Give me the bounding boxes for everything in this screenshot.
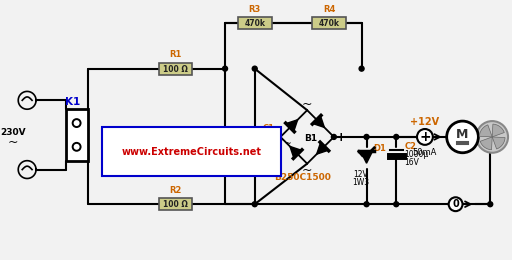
Circle shape: [394, 134, 399, 139]
FancyBboxPatch shape: [238, 17, 271, 29]
FancyBboxPatch shape: [159, 63, 193, 75]
FancyBboxPatch shape: [312, 17, 346, 29]
Text: 100 Ω: 100 Ω: [163, 200, 188, 209]
Text: C1: C1: [263, 124, 274, 133]
Text: M: M: [456, 128, 468, 141]
Text: 230V: 230V: [1, 128, 26, 138]
Circle shape: [449, 197, 462, 211]
Text: 470k: 470k: [244, 19, 265, 28]
Text: 1W3: 1W3: [352, 178, 369, 187]
Circle shape: [252, 202, 257, 207]
Polygon shape: [492, 124, 504, 137]
Circle shape: [73, 143, 80, 151]
Text: 16V: 16V: [404, 158, 419, 167]
Text: ~: ~: [8, 136, 18, 149]
Polygon shape: [360, 151, 372, 163]
Polygon shape: [479, 125, 492, 137]
Text: K1: K1: [65, 97, 80, 107]
Text: www.ExtremeCircuits.net: www.ExtremeCircuits.net: [121, 147, 262, 157]
Circle shape: [417, 129, 433, 145]
Text: 50mA: 50mA: [413, 148, 437, 157]
Text: D1: D1: [373, 144, 387, 153]
FancyBboxPatch shape: [66, 109, 88, 161]
Text: 12V: 12V: [353, 170, 368, 179]
Polygon shape: [286, 120, 297, 131]
Text: 1000μ: 1000μ: [404, 150, 429, 159]
Polygon shape: [290, 146, 302, 158]
Text: ~: ~: [302, 98, 312, 111]
Circle shape: [446, 121, 478, 153]
Text: +: +: [335, 131, 346, 144]
Text: R4: R4: [323, 5, 335, 14]
Text: 100 Ω: 100 Ω: [163, 65, 188, 74]
Text: X2: X2: [263, 147, 273, 156]
Text: 250V ~: 250V ~: [263, 139, 291, 148]
Polygon shape: [317, 142, 328, 154]
Circle shape: [223, 66, 227, 71]
Text: 680n: 680n: [263, 132, 282, 140]
Polygon shape: [492, 137, 505, 149]
Text: +: +: [419, 130, 431, 144]
Text: R1: R1: [169, 50, 182, 59]
Text: 470k: 470k: [318, 19, 339, 28]
Polygon shape: [313, 116, 325, 127]
Circle shape: [488, 202, 493, 207]
Circle shape: [364, 202, 369, 207]
Text: C2: C2: [404, 142, 416, 151]
Text: 0: 0: [452, 199, 459, 209]
Circle shape: [394, 202, 399, 207]
Circle shape: [252, 66, 257, 71]
Circle shape: [73, 119, 80, 127]
Circle shape: [476, 121, 508, 153]
Polygon shape: [480, 137, 492, 150]
Text: B250C1500: B250C1500: [274, 173, 331, 182]
Text: +12V: +12V: [410, 117, 439, 127]
Text: ~: ~: [302, 164, 312, 177]
Circle shape: [359, 66, 364, 71]
Circle shape: [331, 134, 336, 139]
FancyBboxPatch shape: [159, 198, 193, 210]
Circle shape: [364, 134, 369, 139]
Circle shape: [223, 134, 227, 139]
Text: −: −: [268, 131, 279, 144]
Text: B1: B1: [305, 134, 317, 144]
Text: R2: R2: [169, 186, 182, 195]
Text: R3: R3: [249, 5, 261, 14]
